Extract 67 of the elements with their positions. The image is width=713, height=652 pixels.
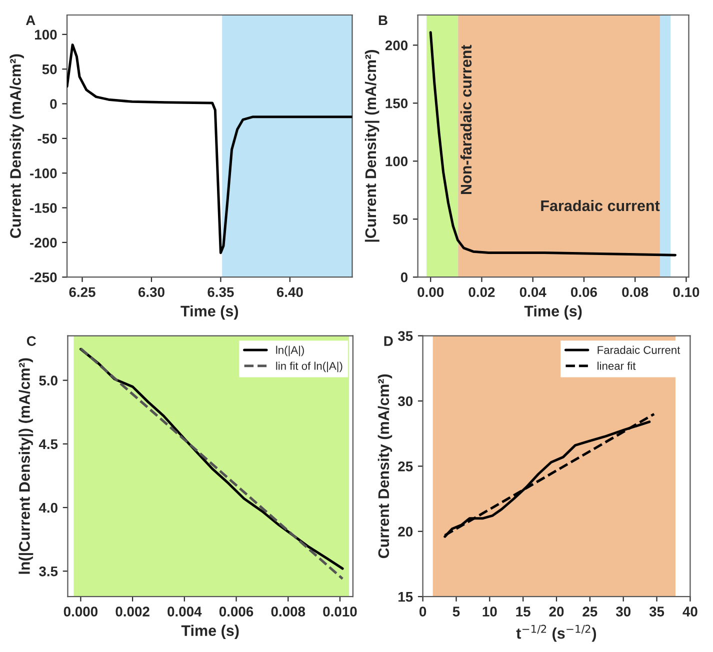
- band-label: Faradaic current: [541, 200, 660, 212]
- x-tick-label: 0.004: [168, 606, 202, 617]
- y-axis-title: Current Density (mA/cm²): [378, 374, 392, 558]
- y-tick-label: 15: [398, 592, 413, 602]
- y-tick-label: 150: [386, 98, 408, 108]
- y-axis-title: ln(|Current Density|) (mA/cm²): [18, 358, 34, 574]
- legend-label: Faradaic Current: [598, 346, 680, 354]
- y-tick-label: 50: [393, 214, 408, 224]
- y-tick-label: 200: [385, 40, 408, 50]
- y-axis-title: Current Density (mA/cm²): [10, 54, 24, 238]
- y-tick-label: 4.5: [38, 439, 58, 450]
- chart-title: B: [378, 16, 388, 26]
- x-tick-label: 6.25: [69, 287, 96, 298]
- x-tick-label: 40: [682, 606, 698, 617]
- x-axis-title: t$^{−1/2}$ (s$^{−1/2}$): [516, 624, 596, 642]
- y-tick-label: 4.0: [38, 502, 58, 513]
- y-tick-label: 50: [42, 64, 57, 74]
- y-tick-label: -100: [30, 168, 57, 178]
- x-tick-label: 10: [482, 606, 497, 617]
- y-tick-label: 5.0: [39, 376, 58, 386]
- legend-label: linear fit: [598, 362, 636, 370]
- y-tick-label: 25: [398, 462, 413, 472]
- y-tick-label: -150: [30, 203, 57, 213]
- x-tick-label: 0: [419, 606, 426, 617]
- line-series: [67, 44, 352, 254]
- x-tick-label: 0.04: [520, 287, 546, 298]
- x-tick-label: 0.008: [271, 606, 306, 617]
- y-tick-label: 35: [398, 331, 413, 341]
- x-tick-label: 0.002: [116, 606, 150, 617]
- y-tick-label: -250: [30, 272, 57, 282]
- x-tick-label: 20: [549, 606, 564, 617]
- y-tick-label: -50: [38, 134, 57, 144]
- x-tick-label: 0.000: [64, 606, 98, 617]
- y-tick-label: -200: [30, 238, 57, 248]
- x-tick-label: 0.06: [570, 287, 597, 298]
- x-tick-label: 35: [649, 606, 664, 617]
- x-tick-label: 0.010: [323, 606, 357, 617]
- x-tick-label: 25: [582, 606, 598, 617]
- x-tick-label: 0.10: [673, 287, 700, 298]
- legend-label: ln(|A|): [276, 346, 304, 356]
- x-tick-label: 15: [516, 606, 530, 617]
- y-tick-label: 30: [398, 396, 413, 406]
- y-tick-label: 0: [50, 99, 57, 109]
- x-tick-label: 0.08: [622, 287, 648, 298]
- x-tick-label: 30: [616, 606, 630, 617]
- chart-title: A: [26, 16, 36, 26]
- x-tick-label: 6.40: [276, 287, 303, 298]
- x-tick-label: 0.02: [468, 287, 495, 298]
- x-tick-label: 6.30: [138, 287, 164, 298]
- y-tick-label: 100: [386, 156, 408, 166]
- y-tick-label: 3.5: [39, 566, 58, 576]
- x-axis-title: Time (s): [181, 624, 239, 640]
- x-tick-label: 5: [452, 606, 460, 617]
- x-tick-label: 6.35: [208, 287, 234, 298]
- x-tick-label: 0.006: [219, 606, 254, 617]
- y-axis-title: |Current Density| (mA/cm²): [364, 50, 380, 242]
- y-tick-label: 20: [398, 526, 413, 537]
- x-tick-label: 0.00: [418, 287, 444, 298]
- x-axis-title: Time (s): [524, 305, 582, 320]
- band-label: Non-faradaic current: [460, 44, 472, 194]
- line-series: [429, 31, 676, 256]
- legend-label: lin fit of ln(|A|): [276, 362, 342, 372]
- x-axis-title: Time (s): [180, 305, 238, 320]
- chart-title: D: [384, 336, 393, 346]
- y-tick-label: 0: [400, 272, 408, 282]
- y-tick-label: 100: [35, 30, 57, 40]
- chart-title: C: [26, 336, 36, 346]
